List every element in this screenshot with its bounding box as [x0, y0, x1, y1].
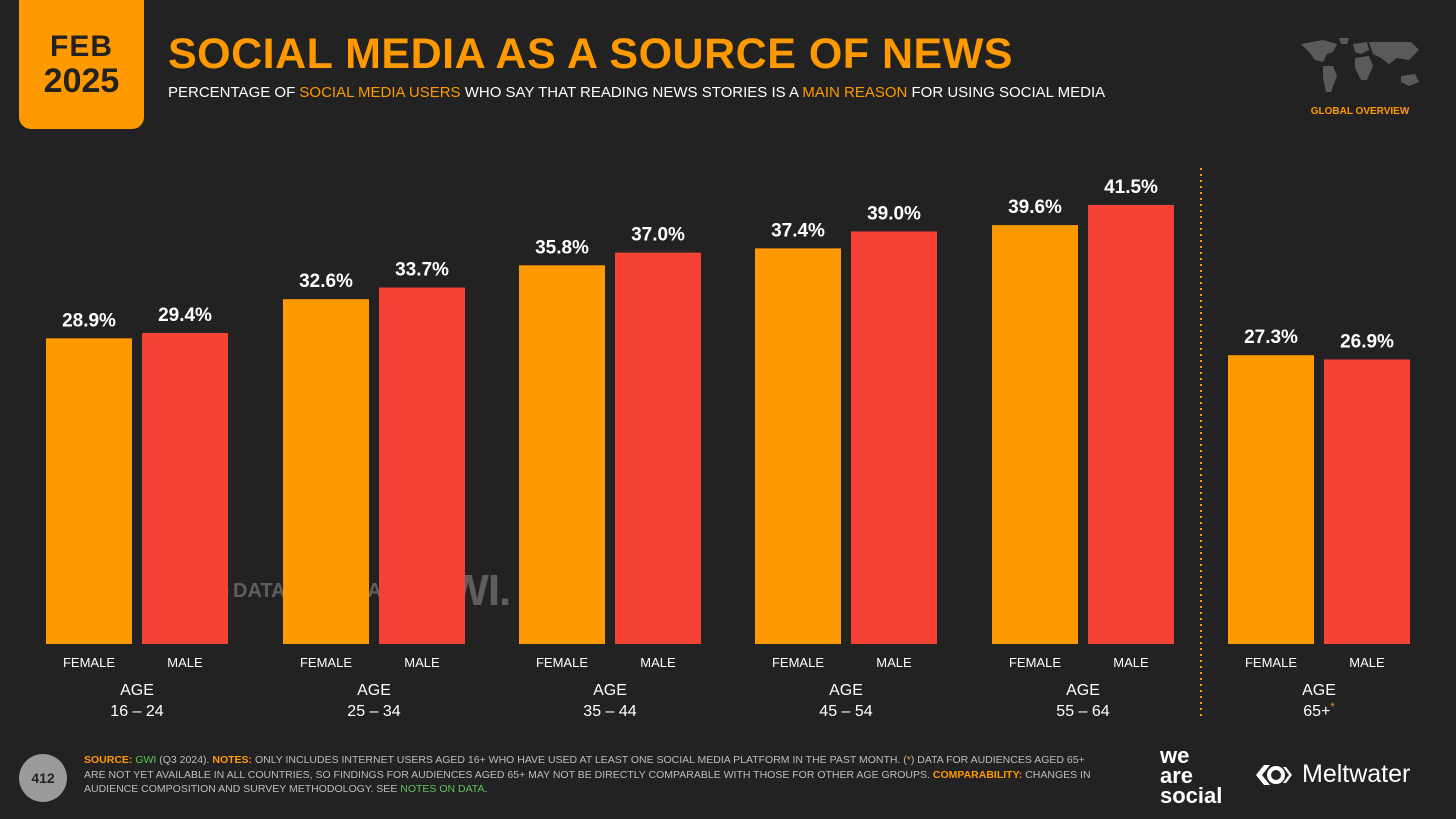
age-range-label: 65+* — [1303, 701, 1335, 720]
footnote-asterisk: * — [1330, 701, 1335, 713]
bar-male — [142, 332, 228, 644]
age-range-label: 45 – 54 — [819, 703, 872, 720]
data-label: 29.4% — [158, 305, 212, 326]
subtitle-part: WHO SAY THAT READING NEWS STORIES IS A — [460, 84, 803, 101]
category-label: MALE — [1113, 655, 1149, 670]
date-year: 2025 — [43, 61, 120, 100]
data-label: 33.7% — [395, 260, 449, 281]
age-range-label: 55 – 64 — [1056, 703, 1109, 720]
bar-female — [519, 265, 605, 644]
bar-male — [379, 287, 465, 644]
category-label: MALE — [167, 655, 203, 670]
subtitle-part: PERCENTAGE OF — [168, 84, 300, 101]
category-label: MALE — [640, 655, 676, 670]
category-label: MALE — [876, 655, 912, 670]
age-range-label: 16 – 24 — [110, 703, 163, 720]
data-label: 26.9% — [1340, 331, 1394, 352]
footnotes: SOURCE: GWI (Q3 2024). NOTES: ONLY INCLU… — [84, 753, 1104, 797]
notes-end: . — [484, 783, 488, 795]
notes-asterisk: * — [906, 754, 911, 766]
age-label: AGE — [1066, 682, 1100, 699]
age-label: AGE — [1302, 682, 1336, 699]
notes-text: ONLY INCLUDES INTERNET USERS AGED 16+ WH… — [252, 754, 907, 766]
subtitle-highlight: MAIN REASON — [802, 84, 908, 101]
notes-on-data-link[interactable]: NOTES ON DATA — [400, 783, 485, 795]
data-label: 37.0% — [631, 225, 685, 246]
notes-label: NOTES: — [212, 754, 253, 766]
data-label: 37.4% — [771, 220, 825, 241]
comparability-label: COMPARABILITY: — [932, 768, 1023, 781]
data-label: 32.6% — [299, 271, 353, 292]
bar-male — [851, 231, 937, 644]
age-label: AGE — [357, 682, 391, 699]
logo-word: social — [1160, 783, 1223, 808]
bar-male — [615, 252, 701, 644]
source-period: (Q3 2024). — [156, 754, 213, 766]
bar-male — [1088, 205, 1174, 644]
source-link[interactable]: GWI — [135, 754, 157, 766]
bar-female — [992, 225, 1078, 644]
category-label: FEMALE — [536, 655, 588, 670]
age-range-label: 35 – 44 — [583, 703, 636, 720]
data-label: 39.6% — [1008, 197, 1062, 218]
category-label: FEMALE — [300, 655, 352, 670]
subtitle-highlight: SOCIAL MEDIA USERS — [299, 84, 461, 101]
bar-female — [46, 338, 132, 644]
comparability-text: CHANGES IN AUDIENCE COMPOSITION AND SURV… — [84, 768, 1091, 796]
meltwater-wordmark: Meltwater — [1302, 760, 1411, 788]
age-label: AGE — [829, 682, 863, 699]
category-label: FEMALE — [1245, 655, 1297, 670]
category-label: FEMALE — [63, 655, 115, 670]
data-label: 27.3% — [1244, 327, 1298, 348]
subtitle-part: FOR USING SOCIAL MEDIA — [907, 84, 1106, 101]
bar-chart: 28.9% FEMALE 29.4% MALE AGE 16 – 24 32.6% FEMAL… — [46, 168, 1410, 720]
data-label: 41.5% — [1104, 177, 1158, 198]
we-are-social-logo: we are social — [1160, 743, 1223, 808]
logo-word: are — [1160, 763, 1194, 788]
notes-text: ) DATA FOR AUDIENCES AGED 65+ ARE NOT YE… — [84, 754, 1085, 781]
category-label: FEMALE — [772, 655, 824, 670]
age-range-label: 25 – 34 — [347, 703, 400, 720]
source-label: SOURCE: — [84, 754, 133, 766]
data-label: 28.9% — [62, 310, 116, 331]
region-label: GLOBAL OVERVIEW — [1310, 106, 1410, 117]
bar-female — [1228, 355, 1314, 644]
logo-word: we — [1160, 743, 1190, 768]
bar-female — [755, 248, 841, 644]
page-title: SOCIAL MEDIA AS A SOURCE OF NEWS — [168, 30, 1013, 78]
category-label: FEMALE — [1009, 655, 1061, 670]
bar-female — [283, 299, 369, 644]
data-label: 35.8% — [535, 237, 589, 258]
page-subtitle: PERCENTAGE OF SOCIAL MEDIA USERS WHO SAY… — [168, 84, 1105, 101]
world-map-icon — [1293, 36, 1427, 98]
meltwater-logo: Meltwater — [1252, 760, 1410, 789]
date-month: FEB — [50, 29, 113, 63]
age-label: AGE — [593, 682, 627, 699]
category-label: MALE — [404, 655, 440, 670]
age-label: AGE — [120, 682, 154, 699]
date-badge: FEB 2025 — [19, 0, 144, 129]
page-number: 412 — [19, 754, 67, 802]
meltwater-mark-icon — [1256, 764, 1292, 785]
data-label: 39.0% — [867, 203, 921, 224]
bar-male — [1324, 359, 1410, 644]
category-label: MALE — [1349, 655, 1385, 670]
